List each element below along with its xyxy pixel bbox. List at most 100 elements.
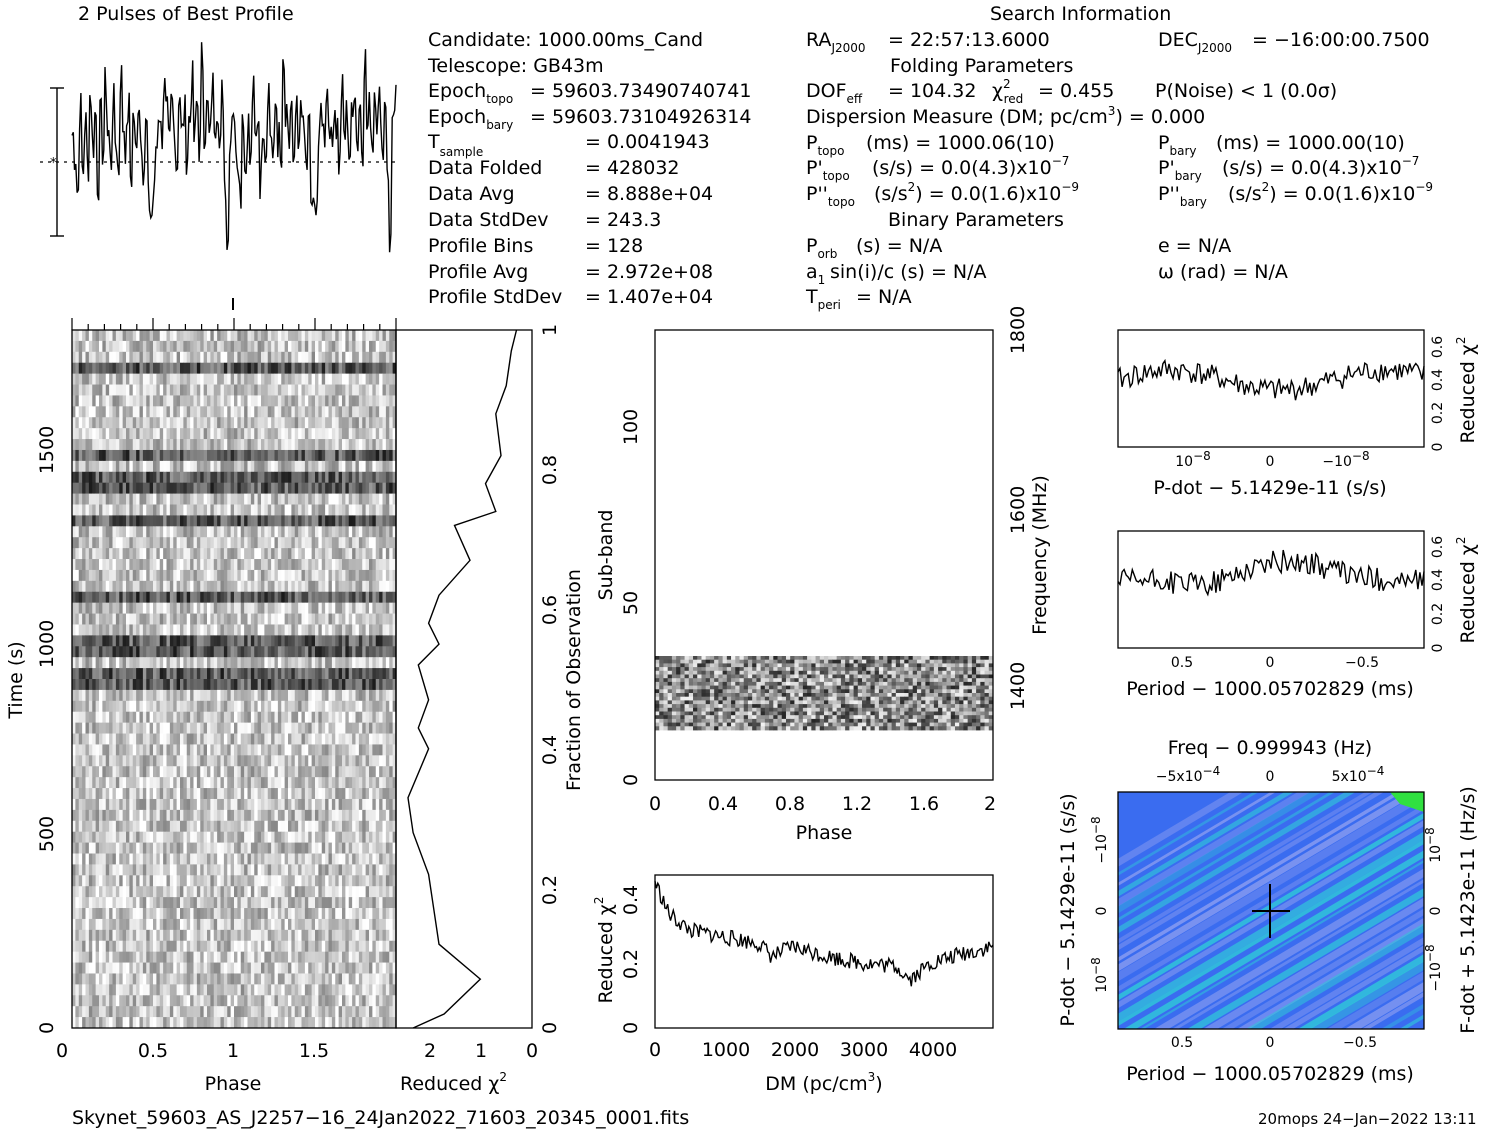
time-phase-cell [250,373,255,385]
time-phase-cell [298,679,302,691]
time-phase-cell [338,809,343,822]
time-phase-cell [176,875,181,887]
time-phase-cell [109,460,113,473]
time-phase-cell [112,449,117,462]
time-phase-cell [105,886,110,898]
time-phase-cell [102,373,107,385]
time-phase-cell [72,755,76,767]
time-phase-cell [291,875,296,887]
time-phase-cell [112,526,117,538]
time-phase-cell [136,340,140,353]
time-phase-cell [139,613,144,625]
time-phase-cell [105,679,110,691]
time-phase-cell [301,395,306,407]
time-phase-cell [281,722,286,734]
time-phase-cell [136,526,140,538]
time-phase-cell [382,362,387,375]
time-phase-cell [210,668,215,680]
time-phase-cell [291,559,296,571]
time-phase-cell [122,504,127,516]
time-phase-cell [78,428,83,440]
time-phase-cell [139,711,144,724]
time-phase-cell [207,591,211,604]
time-phase-cell [335,537,340,549]
time-phase-cell [308,766,313,778]
time-phase-cell [328,460,333,473]
time-phase-cell [271,875,275,887]
time-phase-cell [267,809,272,822]
time-phase-cell [72,820,76,833]
time-phase-cell [369,493,373,505]
time-phase-cell [298,330,302,342]
time-phase-cell [358,679,363,691]
time-phase-cell [210,602,215,614]
time-phase-cell [281,428,286,440]
time-phase-cell [338,766,343,778]
time-phase-cell [362,711,367,724]
time-phase-cell [82,679,86,691]
time-phase-cell [348,395,353,407]
time-phase-cell [392,406,397,418]
time-phase-cell [180,668,184,680]
time-phase-cell [92,766,97,778]
time-phase-cell [139,700,144,713]
time-phase-cell [250,853,255,865]
time-phase-cell [331,351,336,364]
time-phase-cell [392,569,397,582]
time-phase-cell [321,613,326,625]
time-phase-cell [166,460,171,473]
time-phase-cell [345,559,350,571]
time-phase-cell [315,777,319,789]
time-phase-cell [119,679,124,691]
time-phase-cell [342,602,346,614]
time-phase-cell [156,689,161,702]
time-phase-cell [328,439,333,451]
time-phase-cell [142,406,147,418]
time-phase-cell [247,624,252,636]
time-phase-cell [267,493,272,505]
time-phase-cell [362,591,367,604]
time-phase-cell [227,635,232,647]
time-phase-cell [203,384,208,396]
time-phase-cell [342,613,346,625]
time-phase-cell [223,613,228,625]
time-phase-cell [176,646,181,658]
time-phase-cell [372,591,377,604]
time-phase-cell [291,362,296,375]
time-phase-cell [335,744,340,756]
time-phase-cell [308,471,313,484]
time-phase-cell [264,744,269,756]
time-phase-cell [78,362,83,375]
time-phase-cell [102,569,107,582]
ptopo-value: (ms) = 1000.06(10) [866,132,1055,154]
time-phase-cell [362,559,367,571]
time-phase-cell [196,777,201,789]
time-phase-cell [102,395,107,407]
time-phase-cell [277,602,282,614]
time-phase-cell [315,460,319,473]
time-phase-cell [237,798,242,811]
time-phase-cell [288,777,292,789]
time-phase-cell [163,559,167,571]
time-phase-cell [274,340,279,353]
time-phase-cell [119,591,124,604]
time-phase-cell [392,820,397,833]
time-phase-cell [99,777,103,789]
time-phase-cell [328,831,333,843]
time-phase-cell [142,351,147,364]
time-phase-cell [186,875,191,887]
time-phase-cell [173,624,178,636]
time-phase-cell [183,439,188,451]
time-phase-cell [264,864,269,876]
time-phase-cell [227,842,232,854]
time-phase-cell [139,831,144,843]
time-phase-cell [220,668,225,680]
time-phase-cell [230,395,235,407]
time-phase-cell [190,559,194,571]
time-phase-cell [335,646,340,658]
time-phase-cell [355,766,360,778]
time-phase-cell [358,842,363,854]
time-phase-cell [223,689,228,702]
time-phase-cell [325,700,329,713]
time-phase-cell [234,668,238,680]
